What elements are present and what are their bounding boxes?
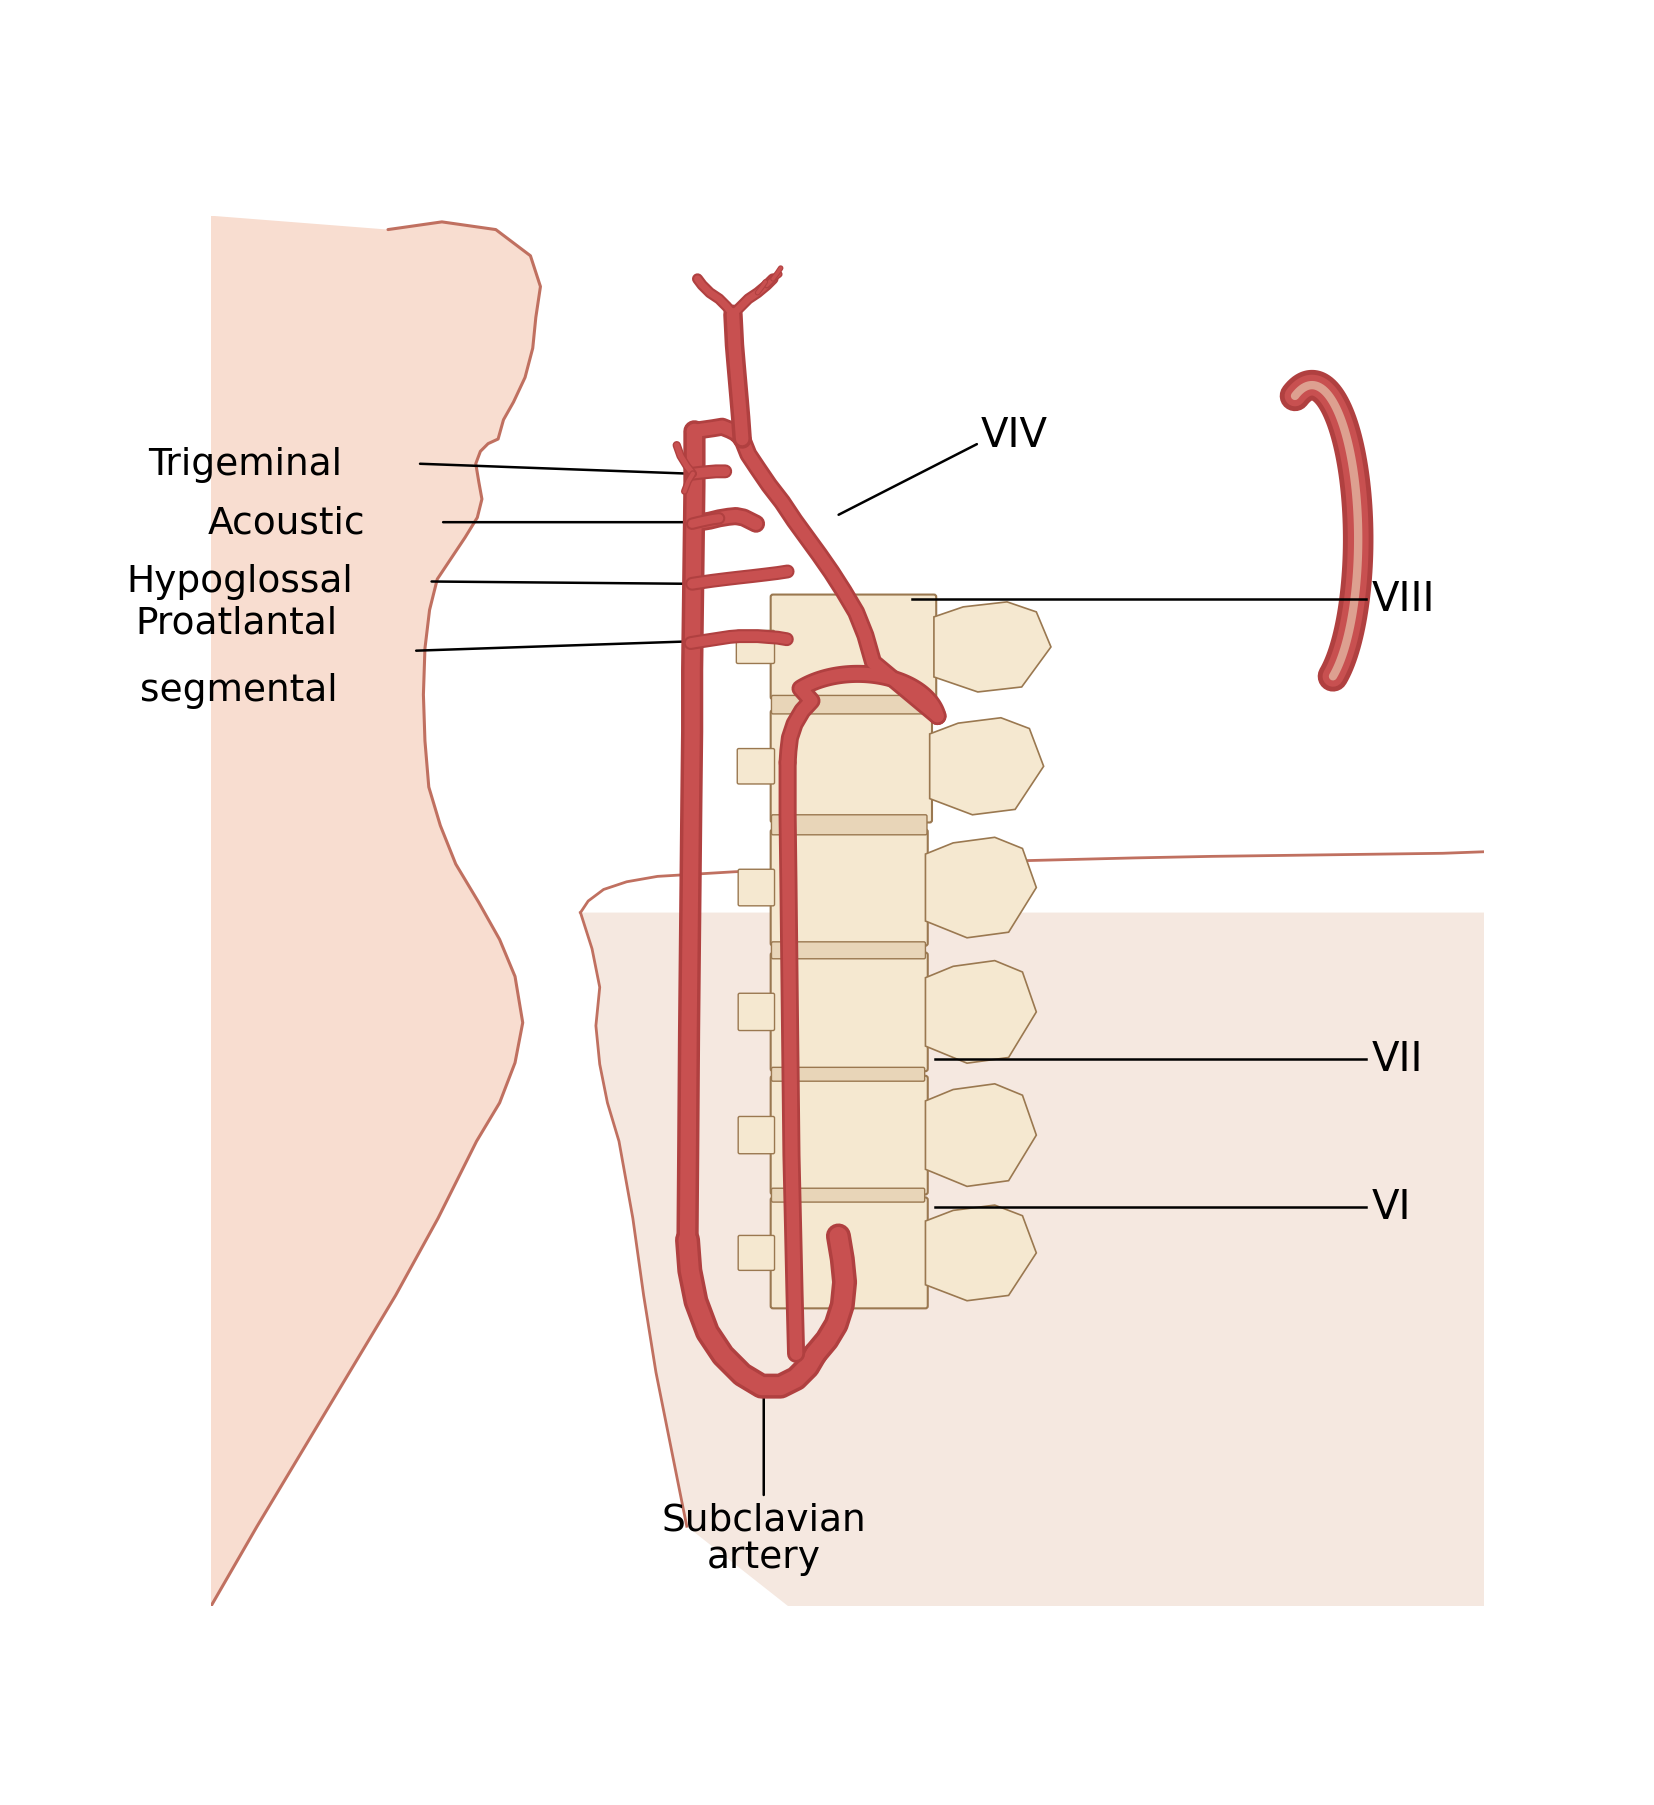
FancyBboxPatch shape [738,870,774,906]
Polygon shape [930,718,1044,816]
Polygon shape [212,217,541,1606]
Text: artery: artery [706,1538,820,1574]
Polygon shape [581,832,1484,1606]
FancyBboxPatch shape [771,1188,925,1202]
FancyBboxPatch shape [771,830,928,946]
Polygon shape [926,1206,1037,1301]
Polygon shape [926,1085,1037,1186]
FancyBboxPatch shape [771,953,928,1072]
FancyBboxPatch shape [736,632,774,664]
FancyBboxPatch shape [738,1117,774,1153]
Text: Proatlantal: Proatlantal [136,605,337,641]
FancyBboxPatch shape [738,995,774,1031]
FancyBboxPatch shape [771,1076,928,1195]
Polygon shape [935,603,1050,693]
FancyBboxPatch shape [738,749,774,785]
FancyBboxPatch shape [771,1069,925,1081]
FancyBboxPatch shape [771,697,928,715]
FancyBboxPatch shape [771,596,936,700]
FancyBboxPatch shape [771,816,926,836]
FancyBboxPatch shape [771,942,926,958]
FancyBboxPatch shape [771,711,931,823]
Text: Acoustic: Acoustic [207,505,366,542]
Text: segmental: segmental [141,671,337,708]
Polygon shape [926,960,1037,1063]
Text: VII: VII [1373,1040,1424,1079]
Text: Trigeminal: Trigeminal [147,446,342,482]
FancyBboxPatch shape [771,1199,928,1309]
Polygon shape [926,838,1037,939]
Text: VIII: VIII [1373,579,1436,619]
Text: Subclavian: Subclavian [662,1502,867,1538]
FancyBboxPatch shape [738,1236,774,1271]
Text: VI: VI [1373,1188,1411,1227]
Text: Hypoglossal: Hypoglossal [127,565,354,599]
Text: VIV: VIV [981,415,1049,457]
